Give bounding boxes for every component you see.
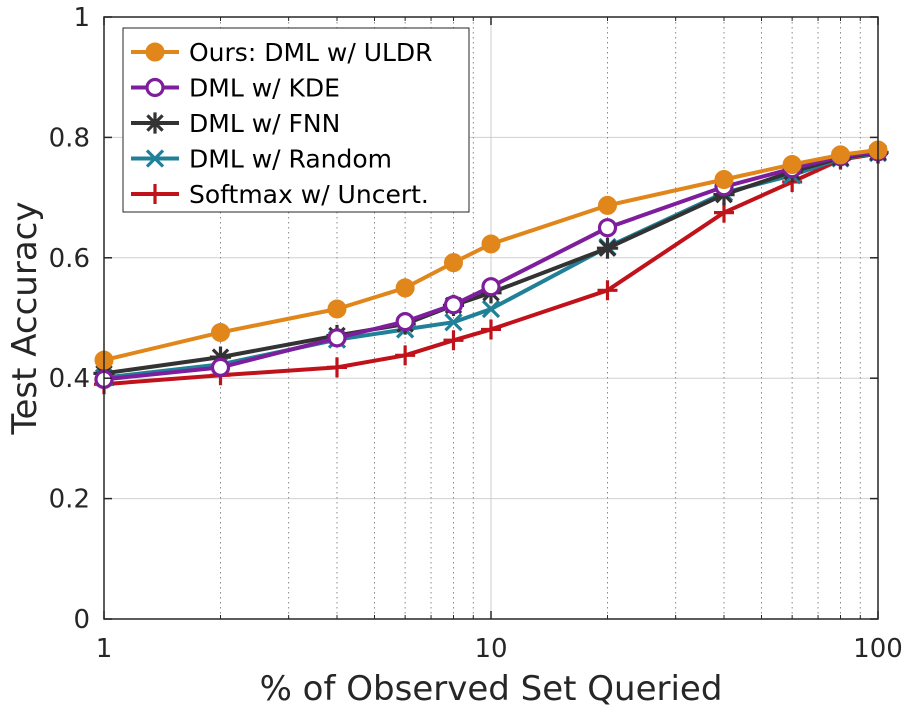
marker-shape [145, 77, 165, 98]
legend-box [122, 27, 470, 213]
data-point [597, 195, 617, 215]
x-tick-label: 10 [474, 634, 507, 664]
marker-shape [443, 253, 463, 273]
data-point [597, 218, 618, 238]
legend-label: Softmax w/ Uncert. [189, 180, 429, 209]
data-point [327, 299, 347, 319]
legend-label: DML w/ KDE [189, 74, 340, 103]
data-point [210, 357, 231, 377]
marker-shape [444, 313, 463, 332]
y-tick-label: 1 [73, 3, 90, 33]
legend-label: DML w/ FNN [189, 109, 340, 138]
y-tick-label: 0.2 [49, 485, 90, 515]
legend-marker [145, 77, 165, 98]
marker-shape [145, 42, 165, 62]
data-point [714, 170, 734, 190]
marker-shape [395, 312, 415, 332]
marker-shape [481, 299, 501, 319]
data-point [782, 154, 802, 174]
marker-shape [481, 234, 501, 254]
data-point [210, 322, 230, 342]
data-point [209, 346, 232, 368]
x-tick-label: 100 [853, 634, 903, 664]
marker-shape [443, 295, 464, 315]
legend-entry-2: DML w/ FNN [131, 109, 340, 138]
data-point [443, 330, 464, 351]
data-point [326, 357, 347, 378]
marker-shape [481, 277, 501, 297]
x-tick-label: 1 [96, 634, 113, 664]
marker-shape [597, 195, 617, 215]
legend-entry-3: DML w/ Random [131, 145, 392, 174]
y-tick-label: 0.4 [49, 364, 90, 394]
marker-shape [596, 237, 619, 259]
series-0 [94, 140, 888, 370]
legend-marker [145, 42, 165, 62]
marker-shape [830, 145, 850, 165]
marker-shape [144, 112, 166, 134]
data-point [830, 145, 850, 165]
legend-label: Ours: DML w/ ULDR [189, 38, 433, 67]
data-point [327, 328, 347, 348]
y-tick-label: 0.6 [49, 244, 90, 274]
marker-shape [327, 328, 347, 348]
legend-label: DML w/ Random [189, 145, 392, 174]
marker-shape [327, 299, 347, 319]
data-point [597, 280, 618, 301]
y-tick-label: 0.8 [49, 123, 90, 153]
data-point [444, 313, 463, 332]
legend-entry-0: Ours: DML w/ ULDR [131, 38, 433, 67]
marker-shape [209, 346, 232, 368]
marker-shape [713, 202, 734, 223]
marker-shape [145, 184, 165, 204]
data-point [395, 278, 415, 298]
marker-shape [481, 319, 501, 340]
marker-shape [597, 280, 618, 301]
y-tick-label: 0 [73, 605, 90, 635]
data-point [395, 312, 415, 332]
data-point [596, 237, 619, 259]
marker-shape [443, 330, 464, 351]
legend-entry-4: Softmax w/ Uncert. [131, 180, 429, 209]
marker-shape [395, 278, 415, 298]
x-axis-title: % of Observed Set Queried [260, 669, 723, 709]
ticks: 0 0.2 0.4 0.6 0.8 1 1 10 100 [49, 3, 903, 664]
data-point [443, 253, 463, 273]
legend-marker [144, 112, 166, 134]
marker-shape [782, 154, 802, 174]
data-point [713, 202, 734, 223]
data-point [395, 345, 416, 366]
legend-marker [145, 149, 165, 168]
marker-shape [395, 345, 416, 366]
y-axis-title: Test Accuracy [5, 202, 45, 436]
marker-shape [210, 322, 230, 342]
marker-shape [145, 149, 165, 168]
data-point [443, 295, 464, 315]
marker-shape [597, 218, 618, 238]
legend-entry-1: DML w/ KDE [131, 74, 340, 103]
data-point [481, 319, 501, 340]
marker-shape [210, 357, 231, 377]
marker-shape [326, 357, 347, 378]
data-point [481, 277, 501, 297]
data-point [481, 234, 501, 254]
legend-marker [145, 184, 165, 204]
data-point [481, 299, 501, 319]
marker-shape [714, 170, 734, 190]
legend: Ours: DML w/ ULDR DML w/ KDE DML w/ FNN DML… [122, 27, 470, 213]
